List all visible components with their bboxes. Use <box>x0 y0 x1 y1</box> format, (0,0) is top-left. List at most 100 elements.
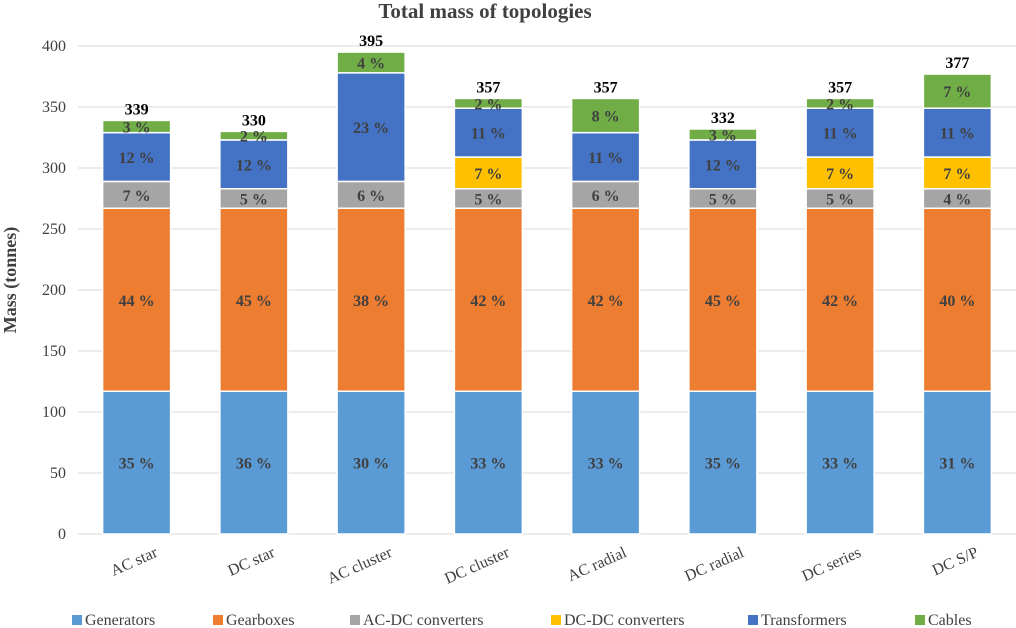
bar-segment <box>922 207 993 393</box>
segment-data-label: 5 % <box>240 192 268 209</box>
bar-segment <box>453 97 524 109</box>
segment-data-label: 45 % <box>705 293 741 310</box>
bar-segment <box>922 73 993 109</box>
bar-segment <box>688 139 758 190</box>
segment-data-label: 45 % <box>236 293 272 310</box>
segment-data-label: 40 % <box>939 293 975 310</box>
segment-data-label: 7 % <box>123 188 151 205</box>
segment-data-label: 5 % <box>826 192 854 209</box>
y-tick-label: 400 <box>42 38 66 55</box>
total-data-label: 332 <box>711 110 735 127</box>
segment-data-label: 35 % <box>705 456 741 473</box>
segment-data-label: 7 % <box>943 84 971 101</box>
y-axis-ticks: 0 50 100 150 200 250 300 350 400 <box>42 38 66 543</box>
bar-segment <box>101 390 172 535</box>
y-tick-label: 250 <box>42 221 66 238</box>
x-category-label: AC radial <box>565 544 630 585</box>
total-data-label: 395 <box>359 33 383 50</box>
segment-data-label: 2 % <box>826 96 854 113</box>
x-category-label: DC radial <box>682 544 747 585</box>
segment-data-label: 33 % <box>470 456 506 473</box>
total-data-label: 339 <box>125 101 149 118</box>
segment-data-label: 4 % <box>943 192 971 209</box>
legend-label: DC-DC converters <box>564 612 684 628</box>
segment-data-label: 31 % <box>939 456 975 473</box>
legend-label: Generators <box>85 612 155 628</box>
x-category-label: DC star <box>226 544 279 580</box>
y-tick-label: 200 <box>42 282 66 299</box>
segment-data-label: 11 % <box>940 126 975 143</box>
bar-segment <box>922 390 993 535</box>
segment-data-label: 30 % <box>353 456 389 473</box>
segment-data-label: 2 % <box>474 96 502 113</box>
total-data-label: 377 <box>945 55 969 72</box>
total-data-label: 330 <box>242 112 266 129</box>
y-tick-label: 300 <box>42 160 66 177</box>
segment-data-label: 11 % <box>588 150 623 167</box>
legend: Generators Gearboxes AC-DC converters DC-DC… <box>72 612 972 628</box>
bar-segment <box>570 131 641 183</box>
bar-segment <box>453 156 524 190</box>
y-tick-label: 50 <box>50 465 66 482</box>
y-tick-label: 150 <box>42 343 66 360</box>
legend-swatch <box>915 615 925 625</box>
segment-data-label: 42 % <box>588 293 624 310</box>
segment-labels: 35 % 44 % 7 % 12 % 3 % 36 % 45 % 5 % 12 % 2 % 30 %… <box>119 55 976 472</box>
segment-data-label: 6 % <box>592 188 620 205</box>
legend-swatch <box>551 615 561 625</box>
bar-segment <box>219 207 289 393</box>
x-category-label: DC cluster <box>442 544 512 588</box>
bar-segment <box>336 72 406 183</box>
segment-data-label: 3 % <box>709 127 737 144</box>
legend-swatch <box>72 615 82 625</box>
total-data-label: 357 <box>476 79 500 96</box>
x-axis-categories: AC star DC star AC cluster DC cluster AC rad… <box>108 544 981 588</box>
total-data-label: 357 <box>828 79 852 96</box>
x-category-label: AC star <box>108 544 161 580</box>
segment-data-label: 2 % <box>240 129 268 146</box>
segment-data-label: 12 % <box>236 157 272 174</box>
segment-data-label: 12 % <box>119 150 155 167</box>
segment-data-label: 7 % <box>474 166 502 183</box>
legend-label: Cables <box>928 612 972 628</box>
bar-segment <box>570 180 641 210</box>
total-data-label: 357 <box>594 79 618 96</box>
x-category-label: DC S/P <box>930 544 981 579</box>
bar-segment <box>101 119 172 134</box>
y-tick-label: 350 <box>42 99 66 116</box>
segment-data-label: 33 % <box>588 456 624 473</box>
legend-swatch <box>748 615 758 625</box>
segment-data-label: 38 % <box>353 293 389 310</box>
legend-swatch <box>213 615 223 625</box>
bar-segment <box>101 207 172 393</box>
segment-data-label: 8 % <box>592 109 620 126</box>
segment-data-label: 7 % <box>943 166 971 183</box>
legend-label: Gearboxes <box>226 612 294 628</box>
segment-data-label: 11 % <box>471 126 506 143</box>
segment-data-label: 42 % <box>470 293 506 310</box>
total-labels: 339 330 395 357 357 332 357 377 <box>125 33 970 129</box>
segment-data-label: 3 % <box>123 120 151 137</box>
bar-segment <box>453 207 524 393</box>
segment-data-label: 23 % <box>353 120 389 137</box>
segment-data-label: 35 % <box>119 456 155 473</box>
bar-segment <box>805 156 875 190</box>
bar-segment <box>219 130 289 141</box>
chart-title: Total mass of topologies <box>378 0 591 23</box>
legend-swatch <box>350 615 360 625</box>
segment-data-label: 42 % <box>822 293 858 310</box>
segment-data-label: 11 % <box>823 126 858 143</box>
gridlines <box>78 45 1016 535</box>
bar-segment <box>570 97 641 134</box>
segment-data-label: 7 % <box>826 166 854 183</box>
segment-data-label: 44 % <box>119 293 155 310</box>
bar-segment <box>336 51 406 74</box>
bar-segment <box>922 156 993 190</box>
bar-segment <box>688 390 758 535</box>
segment-data-label: 6 % <box>357 188 385 205</box>
legend-label: AC-DC converters <box>363 612 483 628</box>
legend-label: Transformers <box>761 612 847 628</box>
x-category-label: DC series <box>800 544 864 585</box>
bars <box>101 51 993 535</box>
